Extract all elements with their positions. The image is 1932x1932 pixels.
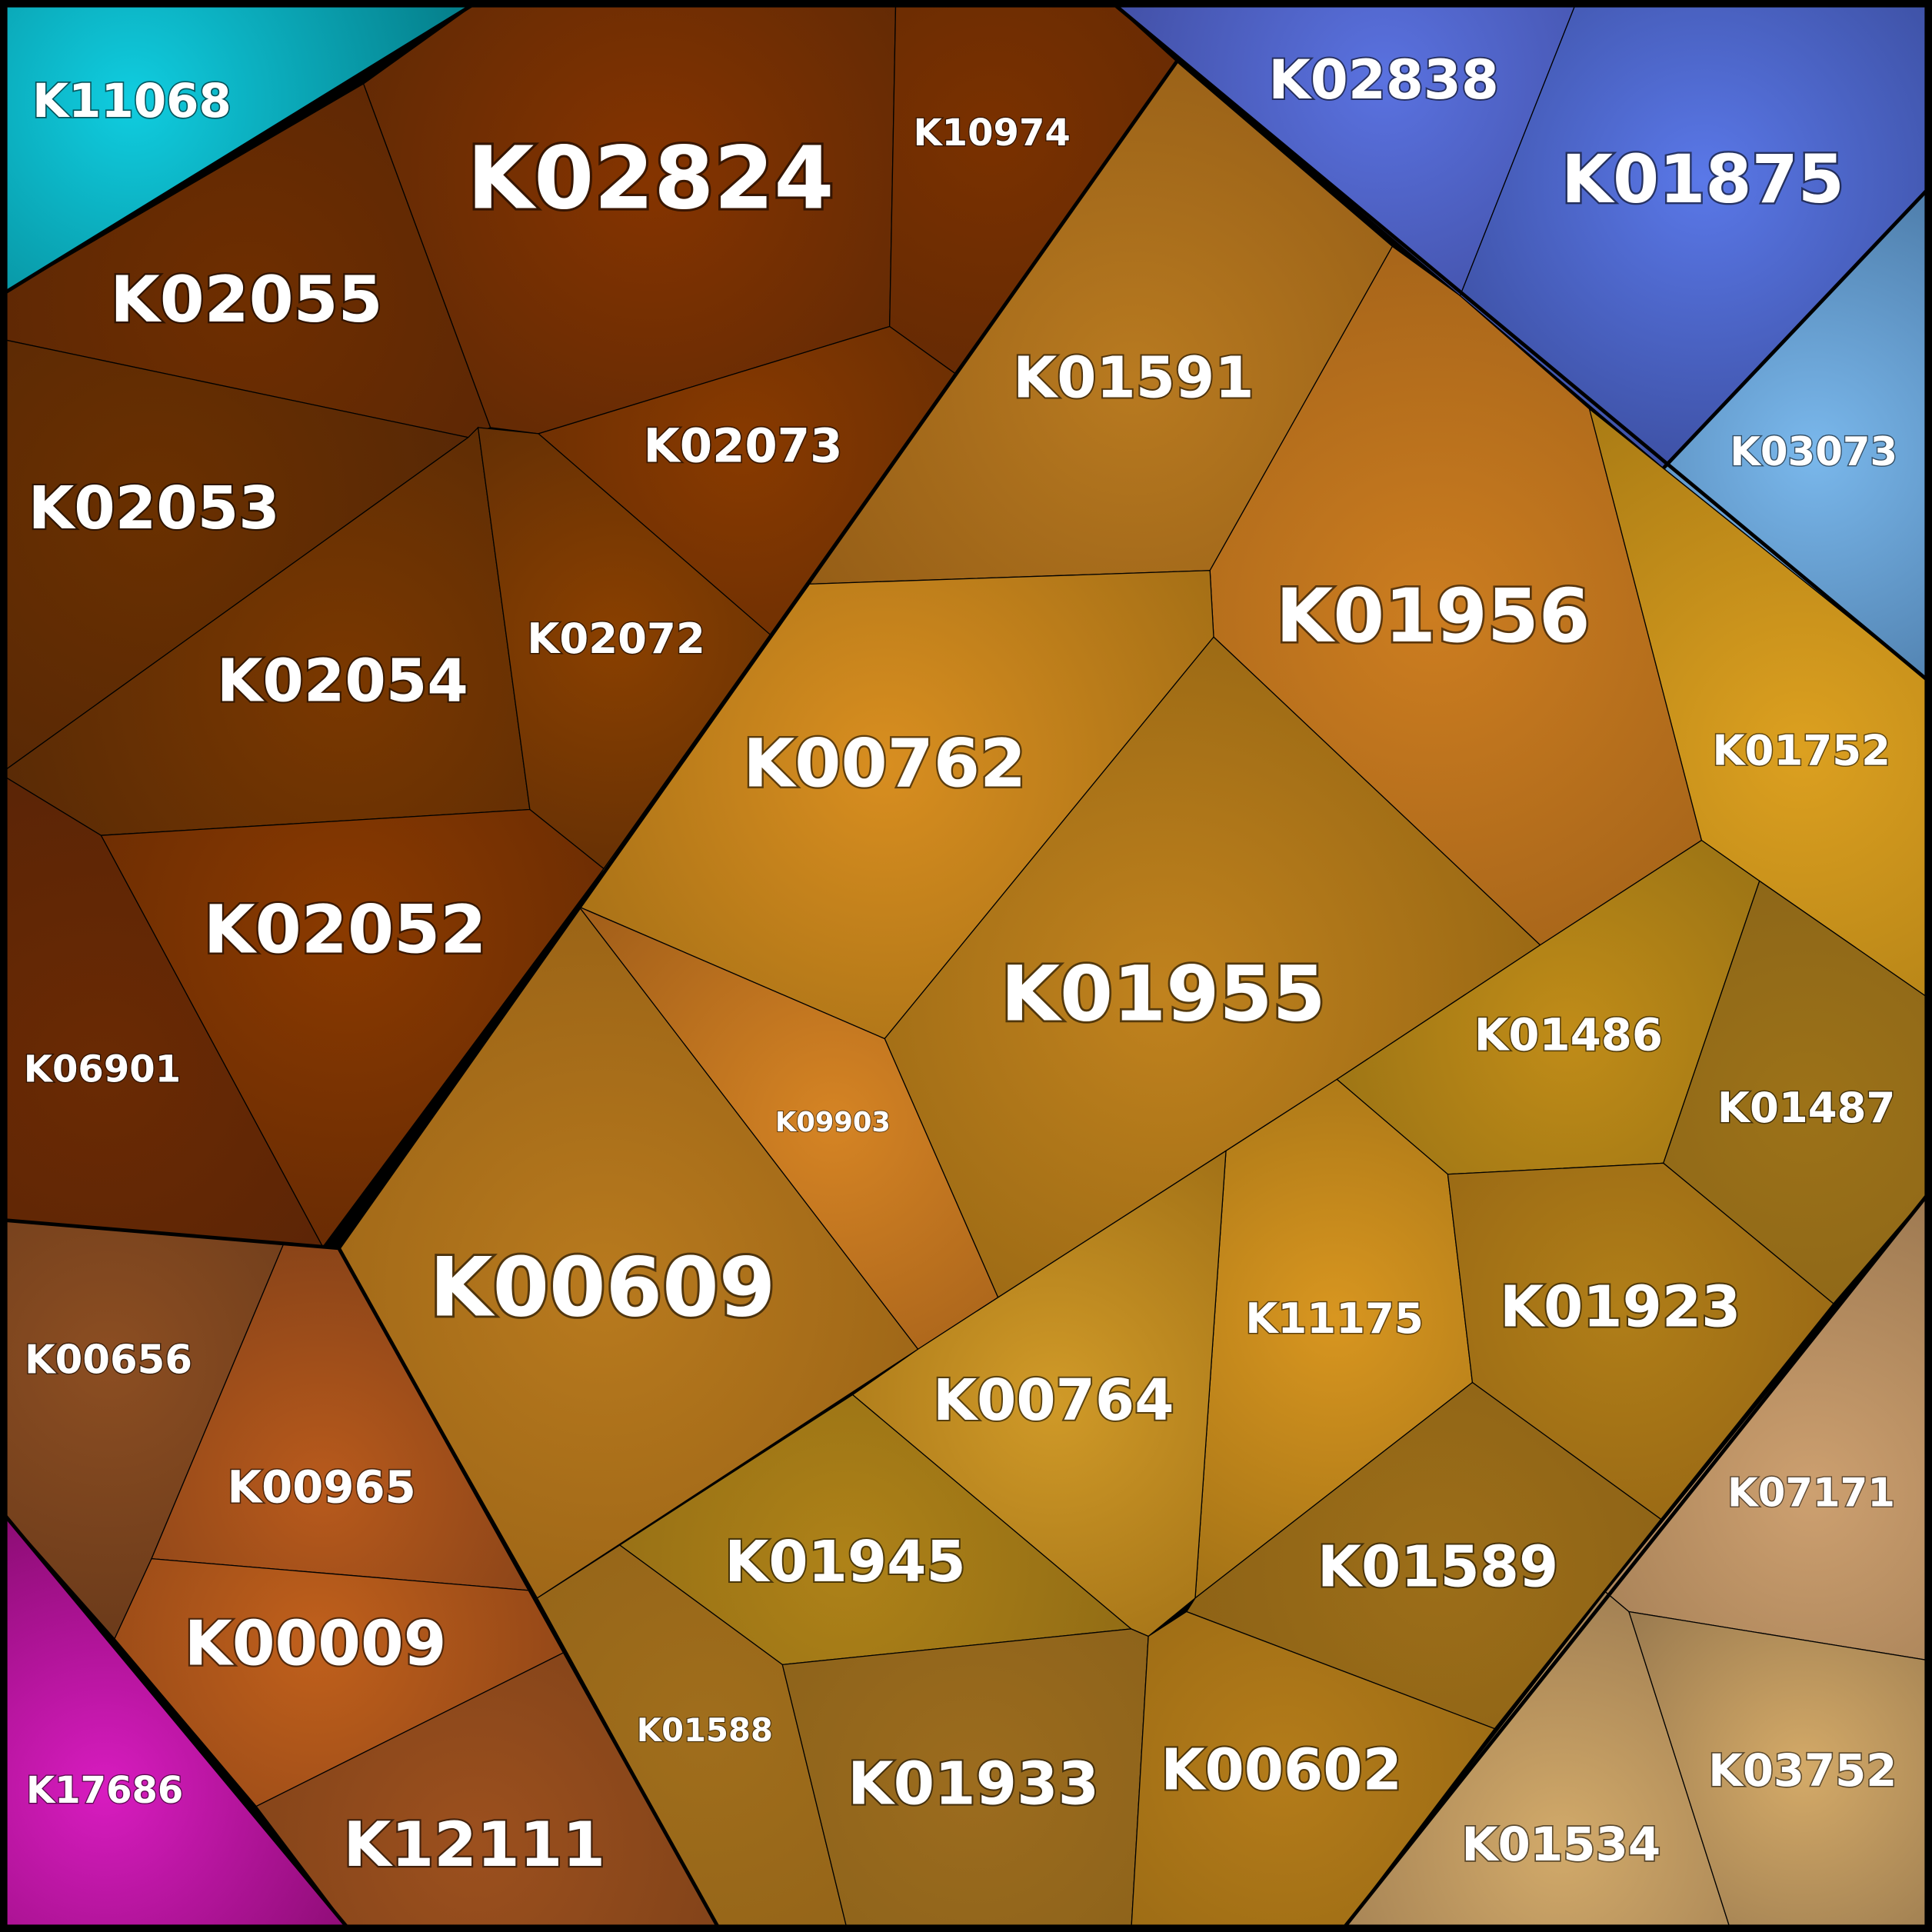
cell-label: K02053 (28, 475, 280, 543)
cell-label: K01955 (1001, 950, 1325, 1038)
cell-label: K03073 (1730, 429, 1897, 475)
cell-label: K01945 (724, 1530, 965, 1595)
cell-label: K11175 (1245, 1294, 1424, 1343)
cell-label: K02838 (1268, 48, 1499, 112)
cell-label: K01752 (1712, 726, 1890, 775)
cell-k00602 (1131, 1611, 1496, 1932)
cell-label: K02052 (204, 892, 487, 969)
cell-k02072 (477, 427, 771, 870)
cell-label: K01933 (848, 1750, 1099, 1818)
cell-label: K01534 (1461, 1817, 1661, 1872)
cell-label: K02824 (467, 128, 834, 228)
cell-label: K01956 (1276, 573, 1591, 659)
cell-label: K01486 (1474, 1009, 1663, 1061)
cell-label: K02054 (217, 647, 468, 715)
cell-label: K17686 (26, 1769, 183, 1812)
cell-k03752 (1627, 1611, 1932, 1932)
cell-label: K06901 (24, 1048, 181, 1091)
cell-label: K02055 (110, 262, 382, 337)
cell-label: K01591 (1013, 345, 1254, 411)
group-border (0, 1217, 339, 1251)
cell-label: K00762 (743, 725, 1026, 802)
cell-label: K01487 (1717, 1083, 1896, 1132)
cell-label: K09903 (775, 1107, 891, 1138)
cell-k01923 (1447, 1162, 1834, 1521)
cell-label: K01923 (1500, 1274, 1740, 1340)
cell-label: K03752 (1708, 1744, 1897, 1797)
cell-label: K02073 (644, 418, 843, 473)
cell-label: K00609 (430, 1241, 776, 1335)
cell-label: K00009 (185, 1608, 447, 1680)
group-border (0, 0, 482, 298)
cell-label: K11068 (32, 74, 232, 128)
group-border (0, 1507, 353, 1932)
cell-label: K01589 (1317, 1534, 1558, 1600)
group-border (337, 1247, 723, 1932)
cell-label: K00656 (25, 1337, 192, 1384)
cell-label: K01875 (1561, 142, 1844, 218)
group-border (1339, 1188, 1932, 1932)
cell-k12111 (255, 1651, 721, 1932)
cell-label: K00602 (1161, 1738, 1401, 1804)
cell-k01487 (1663, 880, 1932, 1304)
cell-label: K02072 (527, 614, 705, 663)
cell-label: K12111 (343, 1809, 605, 1880)
group-border (1662, 183, 1932, 470)
group-border (1108, 0, 1932, 685)
cell-label: K00965 (227, 1461, 415, 1514)
cell-label: K07171 (1727, 1471, 1895, 1517)
cell-label: K10974 (913, 112, 1070, 155)
cell-label: K00764 (933, 1368, 1174, 1434)
group-border (337, 60, 1178, 1250)
cell-label: K01588 (637, 1711, 773, 1749)
